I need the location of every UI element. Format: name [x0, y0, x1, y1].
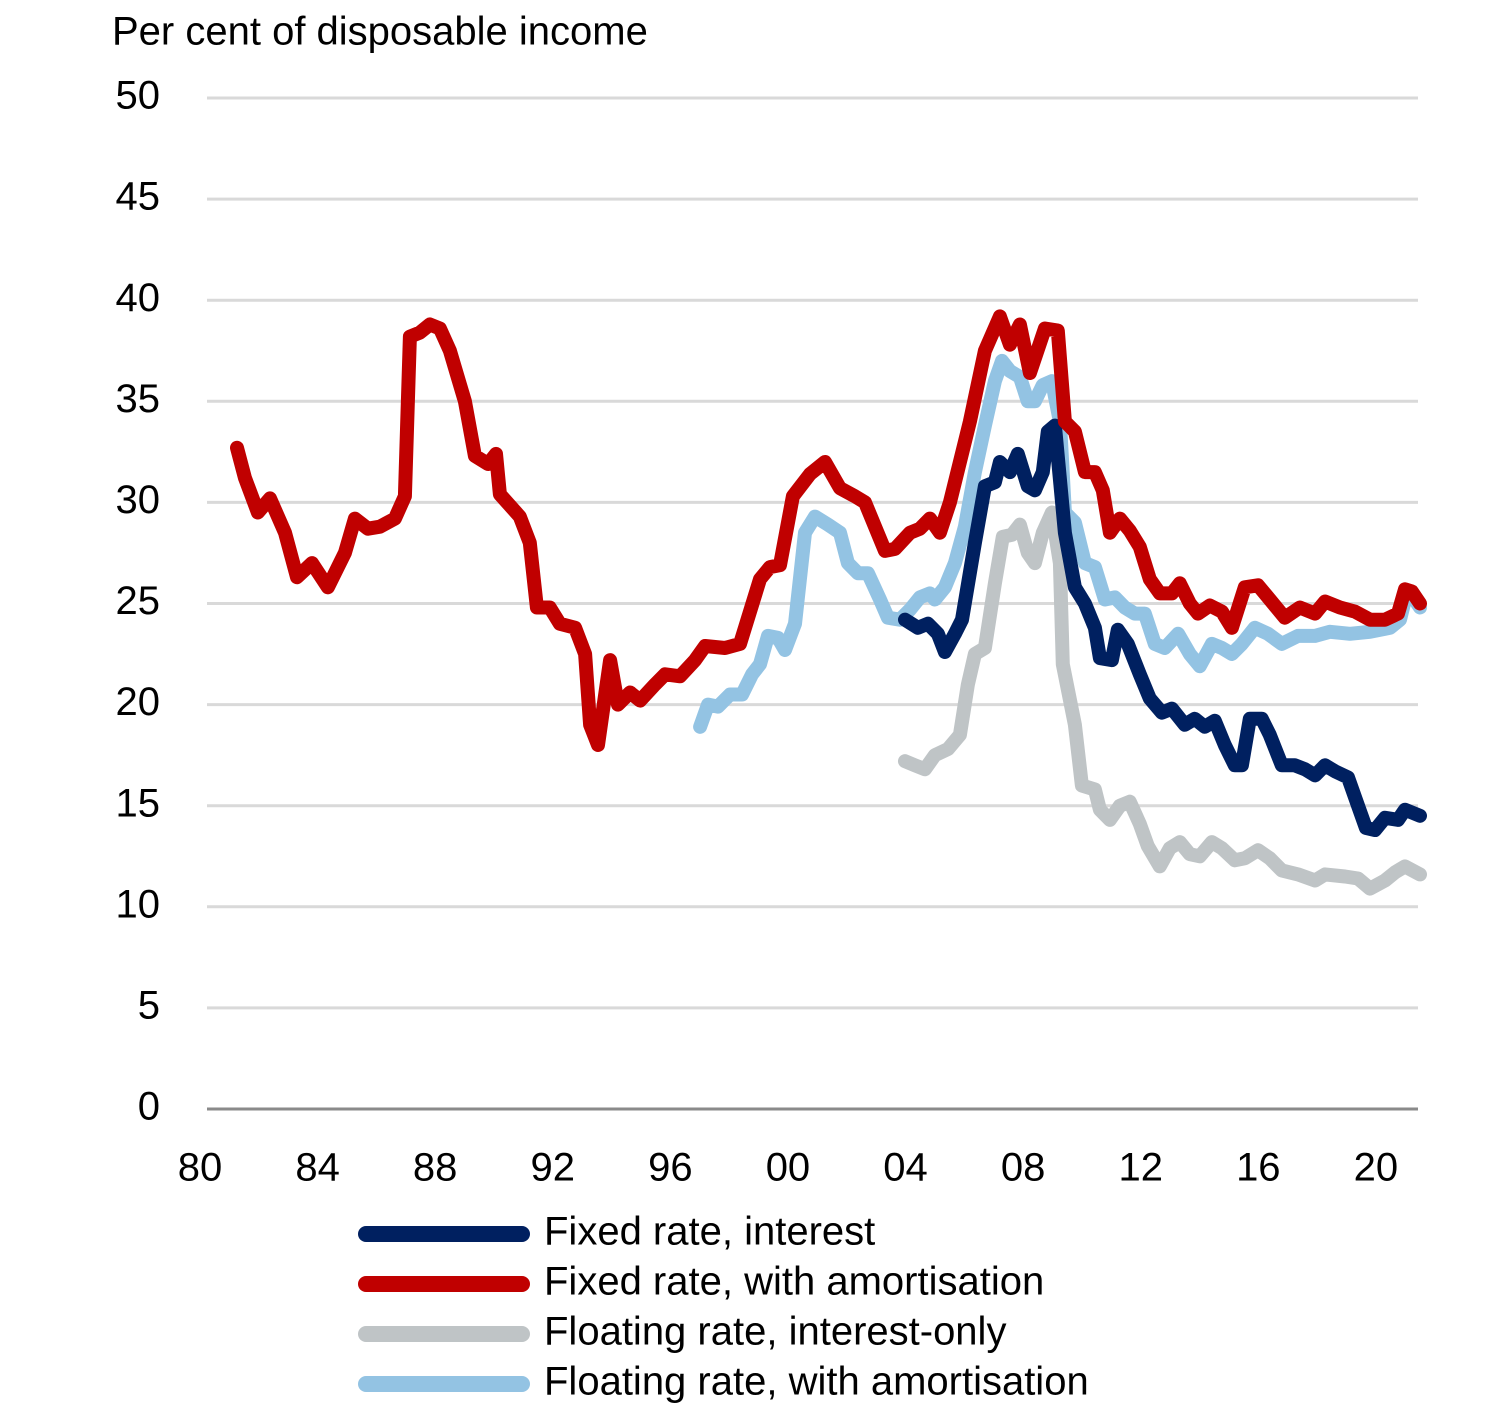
x-tick-label: 20: [1354, 1146, 1399, 1190]
x-tick-label: 16: [1236, 1146, 1281, 1190]
legend-label: Floating rate, with amortisation: [544, 1360, 1089, 1404]
y-tick-label: 20: [116, 680, 161, 724]
y-axis-label: Per cent of disposable income: [112, 10, 648, 54]
series-line: [898, 418, 1427, 837]
y-tick-label: 35: [116, 377, 161, 421]
series-line: [898, 505, 1427, 896]
y-tick-label: 50: [116, 74, 161, 118]
legend-label: Floating rate, interest-only: [544, 1310, 1006, 1354]
x-tick-label: 12: [1118, 1146, 1163, 1190]
x-tick-label: 96: [648, 1146, 693, 1190]
y-tick-label: 25: [116, 579, 161, 623]
y-tick-label: 15: [116, 781, 161, 825]
x-tick-label: 84: [295, 1146, 340, 1190]
x-tick-label: 88: [413, 1146, 458, 1190]
x-tick-label: 80: [178, 1146, 223, 1190]
y-tick-label: 0: [138, 1085, 160, 1129]
legend-label: Fixed rate, with amortisation: [544, 1260, 1044, 1304]
y-tick-label: 10: [116, 882, 161, 926]
series-line: [693, 353, 1427, 734]
x-tick-label: 92: [531, 1146, 576, 1190]
y-tick-label: 30: [116, 478, 161, 522]
x-tick-label: 08: [1001, 1146, 1046, 1190]
x-tick-label: 00: [766, 1146, 811, 1190]
series-line: [230, 309, 1427, 752]
y-tick-label: 40: [116, 276, 161, 320]
legend-label: Fixed rate, interest: [544, 1210, 875, 1254]
y-tick-label: 5: [138, 983, 160, 1027]
x-tick-label: 04: [883, 1146, 928, 1190]
y-tick-label: 45: [116, 175, 161, 219]
